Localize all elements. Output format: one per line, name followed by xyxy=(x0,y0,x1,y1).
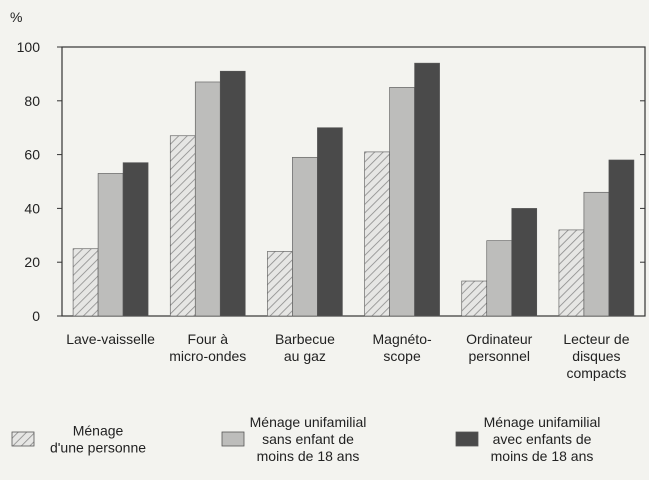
legend-label: Ménage d'une personne xyxy=(50,423,146,456)
legend-label: Ménage unifamilial avec enfants de moins d… xyxy=(484,414,601,464)
x-tick-label: Ordinateur personnel xyxy=(466,331,532,364)
x-tick-label: Lave-vaisselle xyxy=(66,331,155,347)
bar xyxy=(169,135,196,317)
bar xyxy=(414,62,440,317)
bar xyxy=(583,191,610,317)
legend-swatch xyxy=(455,431,479,447)
legend-label: Ménage unifamilial sans enfant de moins de… xyxy=(250,414,367,464)
bar xyxy=(511,208,538,317)
bar xyxy=(267,251,293,317)
y-tick-label: 80 xyxy=(24,93,40,109)
bar xyxy=(122,162,149,317)
bar xyxy=(364,151,390,317)
bar xyxy=(486,240,513,317)
bar xyxy=(558,229,585,317)
y-tick-label: 20 xyxy=(24,254,40,270)
x-tick-label: Four à micro-ondes xyxy=(169,331,246,364)
legend-swatch xyxy=(221,431,245,447)
bar xyxy=(194,81,221,317)
y-tick-label: 60 xyxy=(24,147,40,163)
plot-frame xyxy=(61,46,646,317)
x-tick-label: Lecteur de disques compacts xyxy=(563,331,629,381)
bar xyxy=(72,248,99,317)
bar xyxy=(608,159,635,317)
y-tick-label: 100 xyxy=(17,39,41,55)
bar xyxy=(389,87,415,317)
legend-swatch xyxy=(11,431,35,447)
y-tick-label: 40 xyxy=(24,200,40,216)
bar xyxy=(219,70,246,317)
bar xyxy=(97,173,124,317)
x-tick-label: Magnéto-scope xyxy=(373,331,432,364)
y-axis-label: % xyxy=(10,9,22,25)
bar xyxy=(292,156,318,317)
bar xyxy=(317,127,343,317)
y-tick-label: 0 xyxy=(32,308,40,324)
bar xyxy=(461,280,488,317)
x-tick-label: Barbecue au gaz xyxy=(275,331,335,364)
